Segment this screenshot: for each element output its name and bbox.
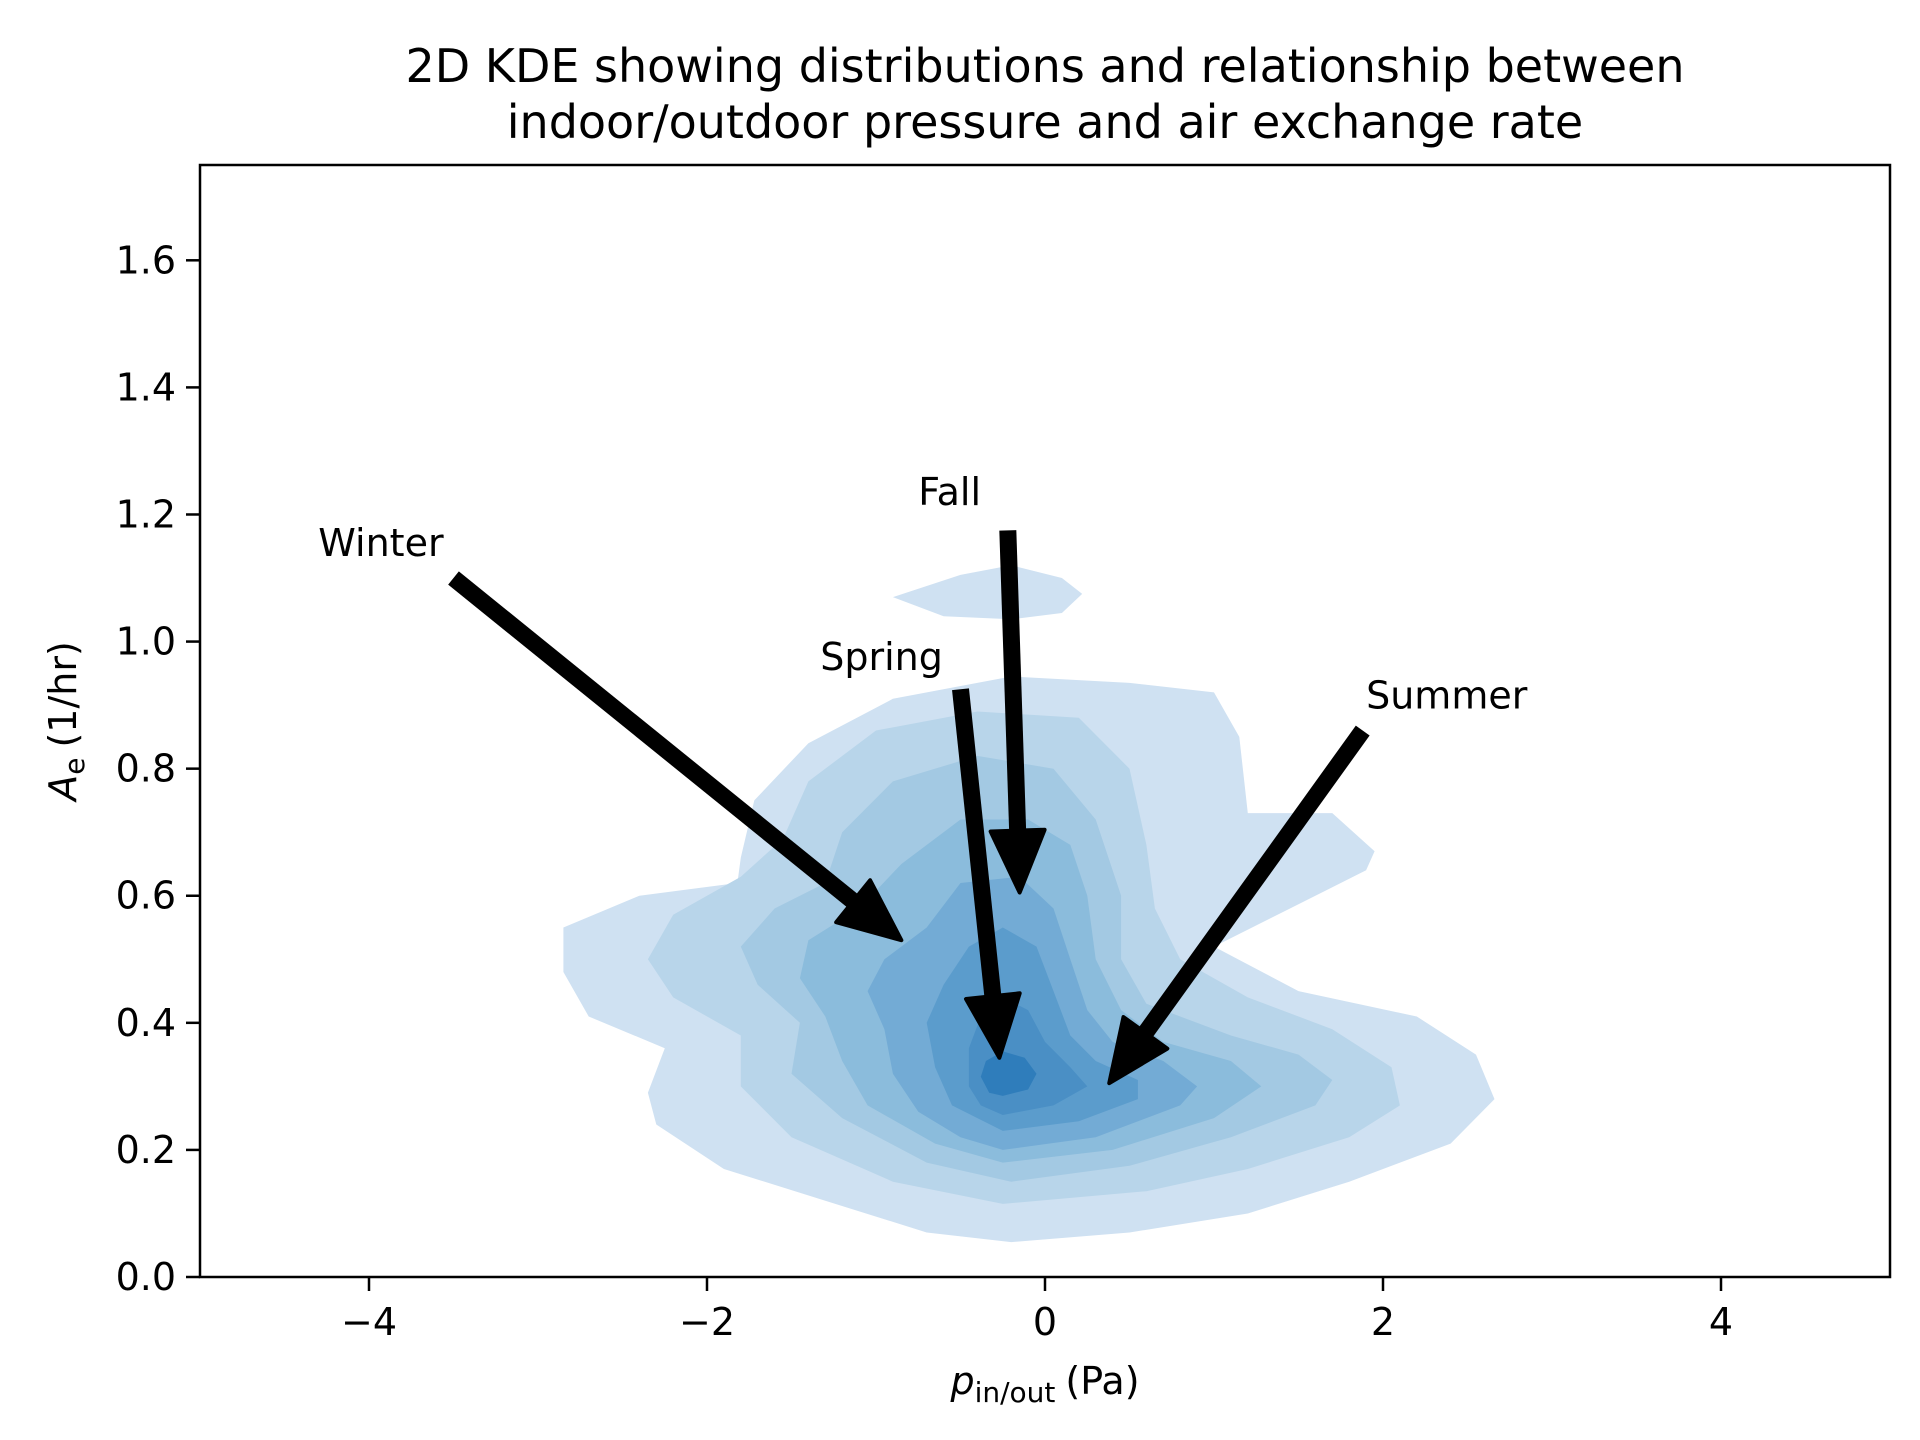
annotation-label: Summer [1366,673,1528,717]
kde-contour-level-1-8 [892,565,1083,620]
chart-title-line-1: 2D KDE showing distributions and relatio… [405,39,1684,93]
annotation-arrow-shaft [1136,725,1370,1042]
y-axis-label: Ae (1/hr) [41,641,91,804]
x-tick-label: 0 [1033,1300,1057,1344]
x-axis-label: pin/out (Pa) [949,1359,1139,1409]
annotation-arrow-head [988,827,1047,895]
y-axis-symbol: A [41,775,85,804]
annotation-label: Fall [918,470,981,514]
x-axis-subscript: in/out [975,1376,1056,1409]
annotation-arrow-head [1107,1015,1170,1086]
annotations: Winter Fall Spring Summer [318,470,1528,1086]
annotation-arrow-head [964,991,1022,1060]
annotation-arrow-head [834,878,904,943]
x-axis-symbol: p [949,1359,974,1403]
y-tick-label: 1.0 [116,620,176,664]
y-tick-label: 0.4 [116,1001,176,1045]
y-tick-label: 0.8 [116,747,176,791]
x-tick-label: −4 [341,1300,397,1344]
annotation-label: Spring [820,635,943,679]
chart-title-line-2: indoor/outdoor pressure and air exchange… [507,95,1583,149]
x-tick-label: 2 [1371,1300,1395,1344]
y-axis-subscript: e [58,758,91,775]
x-tick-label: −2 [679,1300,735,1344]
density-contours [563,565,1495,1243]
kde-contour-level-8-7 [980,1051,1037,1096]
y-axis: 0.0 0.2 0.4 0.6 0.8 1.0 1.2 1.4 1.6 [116,238,200,1299]
y-tick-label: 1.6 [116,238,176,282]
y-tick-label: 0.0 [116,1255,176,1299]
annotation-arrow-shaft [999,530,1027,835]
y-tick-label: 1.2 [116,492,176,536]
annotation-arrow-shaft [448,571,862,911]
y-axis-unit: (1/hr) [41,641,85,747]
x-axis: −4 −2 0 2 4 [341,1277,1733,1344]
y-tick-label: 0.2 [116,1128,176,1172]
x-tick-label: 4 [1709,1300,1733,1344]
annotation-arrow-shaft [952,688,1002,1001]
y-tick-label: 0.6 [116,874,176,918]
x-axis-unit: (Pa) [1065,1359,1139,1403]
y-tick-label: 1.4 [116,365,176,409]
annotation-label: Winter [318,521,444,565]
